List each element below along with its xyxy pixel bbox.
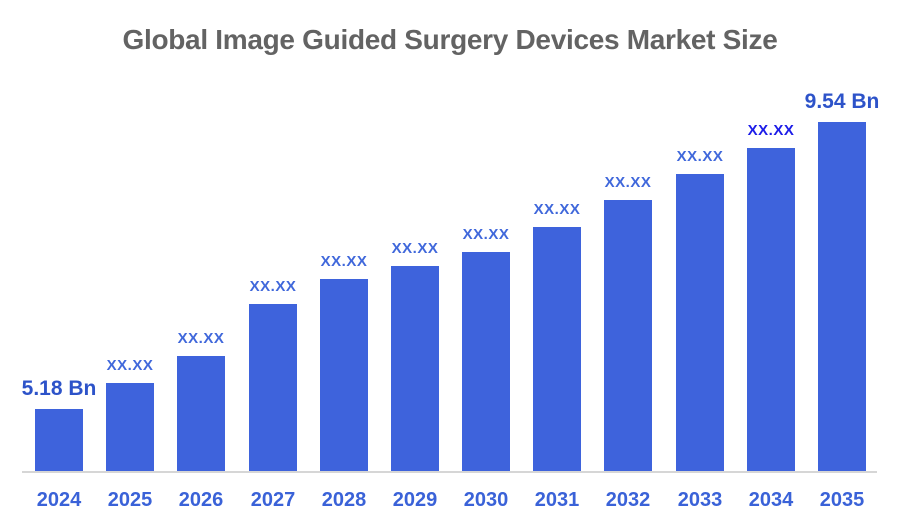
bar-value-label-2031: XX.XX: [533, 201, 581, 218]
x-axis-label-2029: 2029: [392, 489, 438, 511]
bar-value-label-2026: XX.XX: [177, 330, 225, 347]
x-axis-label-2028: 2028: [321, 489, 367, 511]
bar-value-label-2028: XX.XX: [320, 253, 368, 270]
bar-value-label-2035: 9.54 Bn: [804, 90, 880, 113]
x-axis-label-2034: 2034: [748, 489, 794, 511]
bar-2029: [391, 266, 439, 473]
bar-2035: [818, 122, 866, 473]
bar-value-label-2030: XX.XX: [462, 226, 510, 243]
bar-2033: [676, 174, 724, 473]
x-axis-label-2030: 2030: [463, 489, 509, 511]
bar-value-label-2033: XX.XX: [676, 148, 724, 165]
bar-2032: [604, 200, 652, 473]
x-axis-label-2031: 2031: [534, 489, 580, 511]
bar-value-label-2025: XX.XX: [106, 357, 154, 374]
bar-2034: [747, 148, 795, 473]
bar-value-label-2032: XX.XX: [604, 174, 652, 191]
bar-value-label-2034: XX.XX: [747, 122, 795, 139]
bar-2027: [249, 304, 297, 473]
x-axis-label-2027: 2027: [250, 489, 296, 511]
bar-2028: [320, 279, 368, 473]
bar-2031: [533, 227, 581, 473]
bar-2030: [462, 252, 510, 473]
bar-2024: [35, 409, 83, 473]
x-axis-label-2024: 2024: [36, 489, 82, 511]
x-axis-label-2032: 2032: [605, 489, 651, 511]
bar-2026: [177, 356, 225, 473]
x-axis-label-2026: 2026: [178, 489, 224, 511]
bar-2025: [106, 383, 154, 473]
x-axis-label-2025: 2025: [107, 489, 153, 511]
bar-value-label-2024: 5.18 Bn: [21, 377, 97, 400]
x-axis-label-2033: 2033: [677, 489, 723, 511]
bar-value-label-2029: XX.XX: [391, 240, 439, 257]
chart-title: Global Image Guided Surgery Devices Mark…: [122, 24, 778, 55]
x-axis-line: [22, 471, 877, 473]
x-axis-label-2035: 2035: [819, 489, 865, 511]
bar-value-label-2027: XX.XX: [249, 278, 297, 295]
